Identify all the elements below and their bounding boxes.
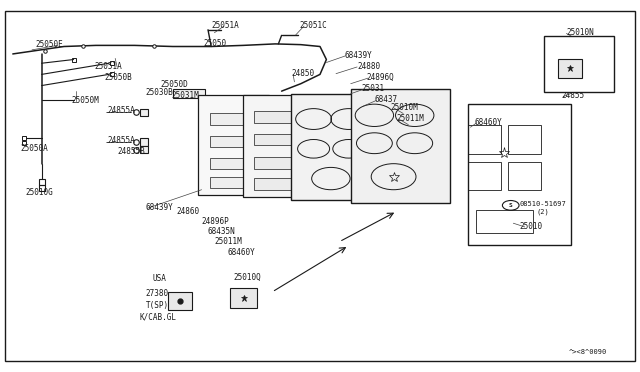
Bar	[254, 111, 305, 123]
Bar	[254, 157, 305, 169]
Bar	[140, 138, 148, 146]
Text: USA: USA	[152, 274, 166, 283]
Text: 68439Y: 68439Y	[146, 203, 173, 212]
Bar	[198, 95, 269, 195]
Text: 24855A: 24855A	[108, 136, 135, 145]
Text: 24880: 24880	[357, 62, 380, 71]
Text: 25031: 25031	[362, 84, 385, 93]
Bar	[173, 89, 205, 98]
Text: 24855A: 24855A	[108, 106, 135, 115]
Bar	[468, 162, 501, 190]
Text: 68439Y: 68439Y	[344, 51, 372, 60]
Text: T(SP): T(SP)	[146, 301, 169, 310]
Bar	[291, 94, 378, 200]
Bar	[140, 146, 148, 153]
Bar	[254, 134, 305, 145]
Bar	[230, 288, 257, 308]
Bar	[210, 113, 258, 125]
Bar	[558, 59, 582, 78]
Text: ^><8^0090: ^><8^0090	[568, 349, 607, 355]
Bar	[210, 158, 258, 169]
Text: 25050D: 25050D	[160, 80, 188, 89]
Text: 24855: 24855	[562, 92, 585, 100]
Text: 24855B: 24855B	[117, 147, 145, 156]
Text: 25011M: 25011M	[214, 237, 242, 246]
Bar	[210, 136, 258, 147]
Bar	[508, 162, 541, 190]
Text: 08510-51697: 08510-51697	[520, 201, 566, 207]
Text: 27380: 27380	[146, 289, 169, 298]
Bar	[468, 125, 501, 154]
Text: 25010Q: 25010Q	[234, 273, 261, 282]
Text: 25010M: 25010M	[390, 103, 418, 112]
Text: 68437: 68437	[374, 95, 397, 104]
Text: 68435N: 68435N	[208, 227, 236, 236]
Bar	[254, 178, 305, 190]
Bar	[476, 210, 533, 232]
Text: 25011M: 25011M	[397, 114, 424, 123]
Bar	[168, 292, 192, 310]
Bar	[140, 109, 148, 116]
Text: 25050M: 25050M	[72, 96, 99, 105]
Bar	[544, 36, 614, 92]
Text: 25050E: 25050E	[35, 40, 63, 49]
Text: (2): (2)	[536, 208, 549, 215]
Bar	[243, 95, 317, 197]
Text: 24860: 24860	[176, 207, 199, 216]
Text: 24896P: 24896P	[202, 217, 229, 226]
Text: 25010: 25010	[520, 222, 543, 231]
Text: 25010G: 25010G	[26, 188, 53, 197]
Text: 25010N: 25010N	[566, 28, 594, 37]
Text: 68460Y: 68460Y	[227, 248, 255, 257]
Text: 25050: 25050	[204, 39, 227, 48]
Text: S: S	[509, 203, 513, 208]
Text: 25030B: 25030B	[146, 88, 173, 97]
Bar	[210, 177, 258, 188]
Bar	[508, 125, 541, 154]
Text: 25050B: 25050B	[104, 73, 132, 81]
Text: 25051A: 25051A	[95, 62, 122, 71]
Text: 25051A: 25051A	[211, 21, 239, 30]
Bar	[351, 89, 450, 203]
Text: K/CAB.GL: K/CAB.GL	[140, 312, 177, 321]
Text: 25051C: 25051C	[300, 21, 327, 30]
Text: 24850: 24850	[291, 69, 314, 78]
Text: 68460Y: 68460Y	[475, 118, 502, 126]
Bar	[468, 104, 571, 245]
Text: 25050A: 25050A	[20, 144, 48, 153]
Text: 24896Q: 24896Q	[366, 73, 394, 82]
Text: 25031M: 25031M	[172, 92, 199, 100]
